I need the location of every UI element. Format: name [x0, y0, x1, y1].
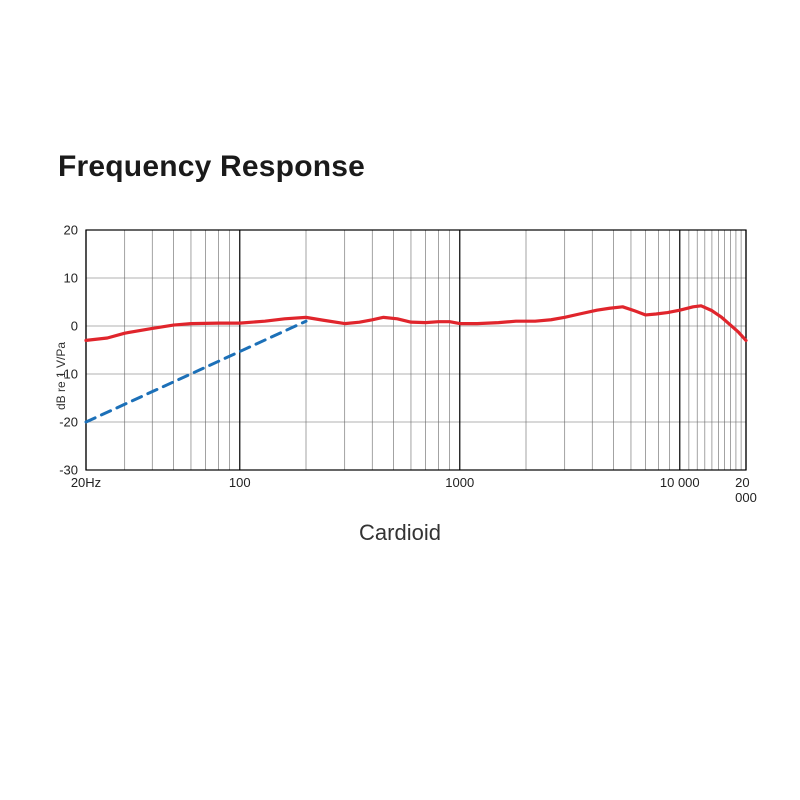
- chart-container: dB re 1 V/Pa 20100-10-20-3020Hz100100010…: [40, 220, 760, 500]
- y-axis-label: dB re 1 V/Pa: [54, 342, 68, 410]
- chart-title: Frequency Response: [58, 150, 365, 184]
- frequency-response-chart: [40, 220, 760, 500]
- chart-subtitle: Cardioid: [0, 520, 800, 546]
